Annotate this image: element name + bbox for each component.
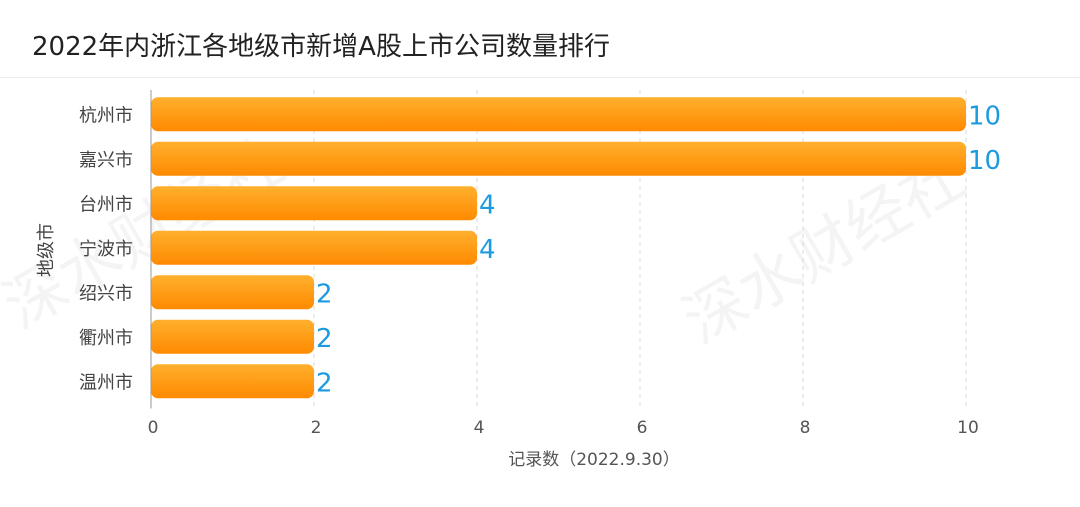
data-label: 2 [316, 279, 333, 309]
y-tick-label: 宁波市 [79, 239, 133, 260]
y-tick-label: 衢州市 [79, 328, 133, 349]
data-label: 2 [316, 368, 333, 398]
y-tick-label: 绍兴市 [79, 283, 133, 304]
x-tick-label: 8 [800, 418, 811, 438]
y-tick-label: 台州市 [79, 194, 133, 215]
data-label: 10 [968, 146, 1001, 176]
title-divider [0, 77, 1080, 78]
data-label: 10 [968, 101, 1001, 131]
y-axis-label: 地级市 [36, 223, 57, 277]
y-tick-label: 杭州市 [79, 105, 133, 126]
page-title: 2022年内浙江各地级市新增A股上市公司数量排行 [32, 32, 610, 62]
data-label: 4 [479, 190, 496, 220]
y-tick-label: 嘉兴市 [79, 150, 133, 171]
bar [151, 141, 966, 176]
data-label: 4 [479, 235, 496, 265]
x-tick-label: 6 [637, 418, 648, 438]
x-tick-label: 4 [474, 418, 485, 438]
y-tick-label: 温州市 [79, 372, 133, 393]
bar [151, 230, 477, 265]
x-axis-label: 记录数（2022.9.30） [508, 450, 680, 470]
bar [151, 364, 314, 399]
x-tick-label: 10 [957, 418, 979, 438]
bar [151, 275, 314, 310]
bar [151, 319, 314, 354]
bar [151, 186, 477, 221]
bar [151, 97, 966, 132]
data-label: 2 [316, 324, 333, 354]
x-tick-label: 0 [148, 418, 159, 438]
x-tick-label: 2 [311, 418, 322, 438]
